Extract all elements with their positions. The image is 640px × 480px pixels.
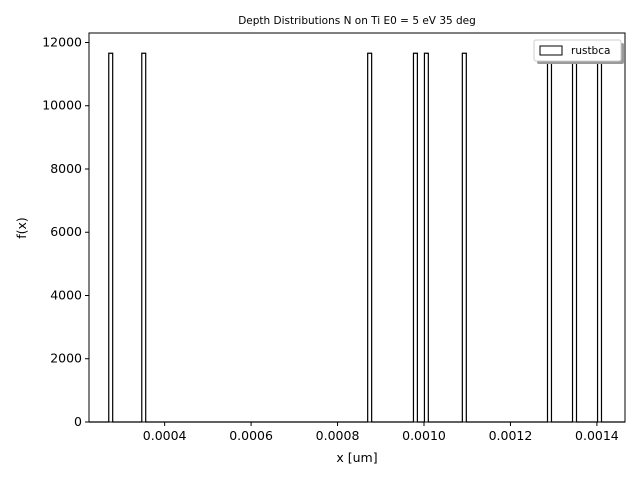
legend: rustbca — [533, 39, 624, 64]
y-tick-label: 10000 — [42, 98, 82, 113]
x-tick-label: 0.0006 — [229, 428, 273, 443]
x-tick-label: 0.0012 — [489, 428, 533, 443]
x-tick-label: 0.0004 — [143, 428, 187, 443]
axes-frame — [88, 32, 626, 423]
x-tick-label: 0.0014 — [575, 428, 619, 443]
legend-box — [533, 39, 622, 62]
y-tick-label: 6000 — [50, 224, 82, 239]
y-tick-label: 8000 — [50, 161, 82, 176]
y-axis-label: f(x) — [14, 217, 29, 239]
x-tick-label: 0.0008 — [316, 428, 360, 443]
y-tick-label: 0 — [74, 414, 82, 429]
y-axis: 0 2000 4000 6000 8000 10000 12000 — [42, 34, 89, 429]
x-tick-label: 0.0010 — [402, 428, 446, 443]
y-tick-label: 2000 — [50, 351, 82, 366]
y-tick-label: 12000 — [42, 34, 82, 49]
y-tick-label: 4000 — [50, 287, 82, 302]
legend-swatch — [539, 45, 563, 56]
x-axis: 0.0004 0.0006 0.0008 0.0010 0.0012 0.0014 — [143, 422, 619, 443]
x-axis-label: x [um] — [336, 450, 377, 465]
legend-label: rustbca — [571, 45, 610, 57]
chart-title: Depth Distributions N on Ti E0 = 5 eV 35… — [238, 15, 476, 27]
